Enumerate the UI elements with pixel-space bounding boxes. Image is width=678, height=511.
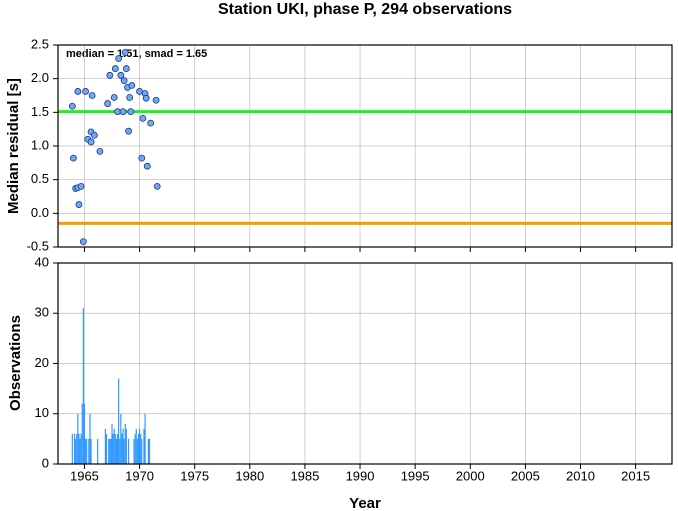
chart-title: Station UKI, phase P, 294 observations (218, 1, 512, 18)
y-tick-label: 0.0 (31, 205, 49, 220)
x-tick-label: 2005 (511, 468, 540, 483)
point (136, 88, 143, 95)
point (70, 154, 77, 162)
y-tick-label: 1.0 (31, 137, 49, 152)
point (96, 147, 104, 155)
point (79, 238, 87, 246)
x-tick-label: 1980 (235, 468, 264, 483)
point (114, 108, 121, 116)
point (142, 94, 150, 102)
point (75, 201, 83, 208)
annotation: median = 1.51, smad = 1.65 (66, 48, 207, 60)
y-tick-label: 40 (35, 254, 49, 269)
point (68, 102, 76, 110)
point (106, 71, 114, 79)
y-axis-label: Observations (7, 315, 24, 411)
point (87, 138, 95, 146)
y-tick-label: 0.5 (31, 171, 49, 186)
point (104, 100, 112, 107)
point (120, 77, 128, 85)
point (117, 71, 125, 79)
y-tick-label: 2.5 (31, 36, 49, 51)
y-tick-label: -0.5 (27, 238, 49, 253)
point (125, 127, 132, 135)
plot-frame (57, 262, 673, 465)
point (126, 94, 134, 101)
y-tick-label: 20 (35, 355, 49, 370)
x-tick-label: 1990 (346, 468, 375, 483)
y-tick-label: 2.0 (31, 70, 49, 85)
point (111, 65, 119, 72)
x-tick-label: 2000 (456, 468, 485, 483)
point (122, 65, 130, 72)
x-axis-label: Year (349, 495, 381, 511)
x-tick-label: 1965 (70, 468, 99, 483)
x-tick-label: 2015 (621, 468, 650, 483)
point (119, 108, 127, 116)
y-tick-label: 30 (35, 305, 49, 320)
y-tick-label: 1.5 (31, 104, 49, 119)
x-tick-label: 1975 (180, 468, 209, 483)
point (77, 182, 85, 190)
point (127, 108, 135, 116)
point (147, 119, 154, 127)
point (138, 154, 146, 162)
point (152, 96, 160, 104)
point (90, 131, 98, 139)
point (115, 55, 123, 62)
point (88, 92, 96, 99)
y-axis-label: Median residual [s] (5, 78, 22, 214)
x-tick-label: 1995 (401, 468, 430, 483)
y-tick-label: 10 (35, 405, 49, 420)
point (74, 88, 82, 95)
point (153, 182, 161, 190)
x-tick-label: 2010 (566, 468, 595, 483)
x-tick-label: 1985 (290, 468, 319, 483)
point (110, 94, 118, 101)
point (82, 88, 89, 95)
y-tick-label: 0 (42, 455, 49, 470)
point (143, 162, 151, 170)
point (121, 49, 129, 56)
x-tick-label: 1970 (125, 468, 154, 483)
point (139, 114, 147, 122)
plot-frame (57, 44, 673, 248)
point (128, 82, 136, 89)
